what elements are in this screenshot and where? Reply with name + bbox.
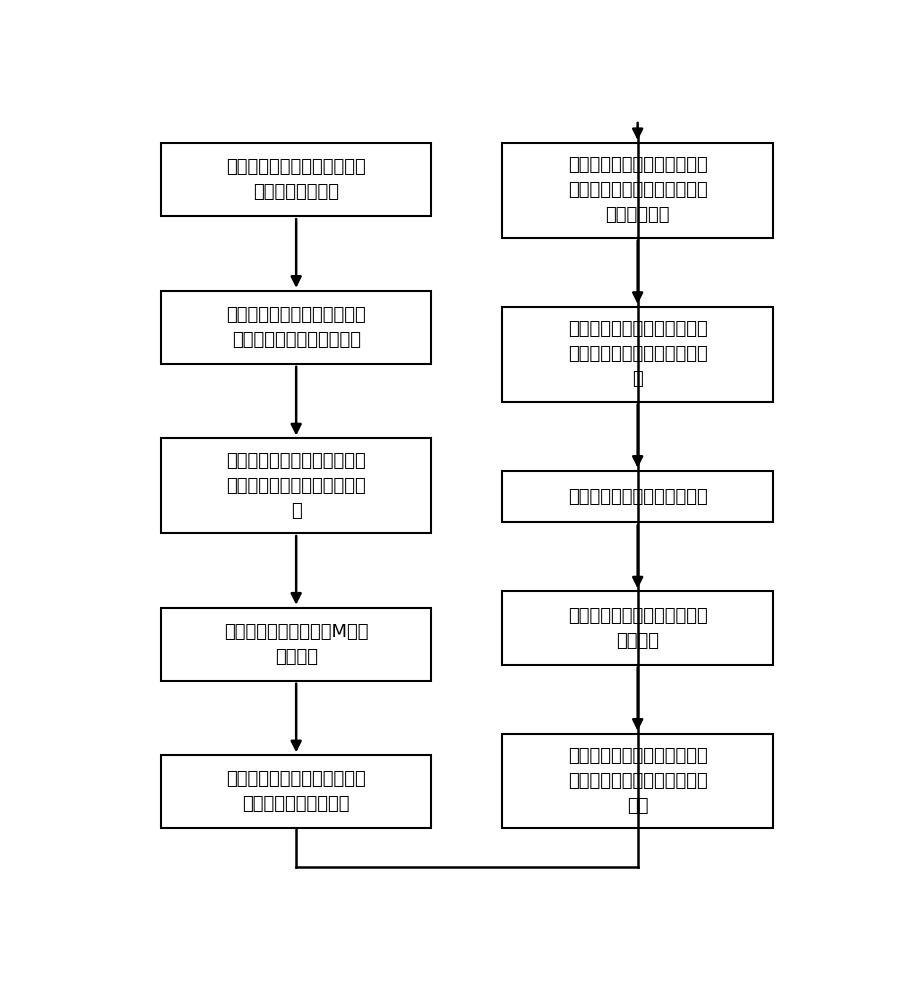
Text: 通过动力学方程式表示单轴进
给系统的动态模型: 通过动力学方程式表示单轴进 给系统的动态模型 bbox=[227, 158, 366, 201]
FancyBboxPatch shape bbox=[161, 755, 431, 828]
Text: 将离散状态空间模型转换为关
于时间序列的输入输出矩阵模
型: 将离散状态空间模型转换为关 于时间序列的输入输出矩阵模 型 bbox=[227, 452, 366, 520]
Text: 通过加性不确定性更新输入输
出矩阵模型得到点对点不确定
性动力学方程: 通过加性不确定性更新输入输 出矩阵模型得到点对点不确定 性动力学方程 bbox=[568, 156, 708, 224]
FancyBboxPatch shape bbox=[161, 143, 431, 216]
Text: 将动力学方程式转变为关于时
间序列的离散状态空间模型: 将动力学方程式转变为关于时 间序列的离散状态空间模型 bbox=[227, 306, 366, 349]
Text: 通过迭代学习控制律更新输入
向量并通过输入向量进行系统
控制: 通过迭代学习控制律更新输入 向量并通过输入向量进行系统 控制 bbox=[568, 747, 708, 815]
Text: 选取当前运行批次中的M个预
设时间点: 选取当前运行批次中的M个预 设时间点 bbox=[224, 623, 368, 666]
Text: 通过满足预设条件的托普利兹
矩阵得到加性不确定性: 通过满足预设条件的托普利兹 矩阵得到加性不确定性 bbox=[227, 770, 366, 813]
FancyBboxPatch shape bbox=[502, 307, 773, 402]
FancyBboxPatch shape bbox=[161, 438, 431, 533]
FancyBboxPatch shape bbox=[161, 291, 431, 364]
FancyBboxPatch shape bbox=[502, 143, 773, 238]
Text: 通过学习增益得到迭代学习控
制更新律: 通过学习增益得到迭代学习控 制更新律 bbox=[568, 607, 708, 650]
Text: 确定当前运行批次的跟踪误差: 确定当前运行批次的跟踪误差 bbox=[568, 488, 708, 506]
FancyBboxPatch shape bbox=[502, 734, 773, 828]
FancyBboxPatch shape bbox=[161, 608, 431, 681]
Text: 通过点对点不确定性动力学方
程得到当前运行批次的输出向
量: 通过点对点不确定性动力学方 程得到当前运行批次的输出向 量 bbox=[568, 320, 708, 388]
FancyBboxPatch shape bbox=[502, 591, 773, 665]
FancyBboxPatch shape bbox=[502, 471, 773, 522]
